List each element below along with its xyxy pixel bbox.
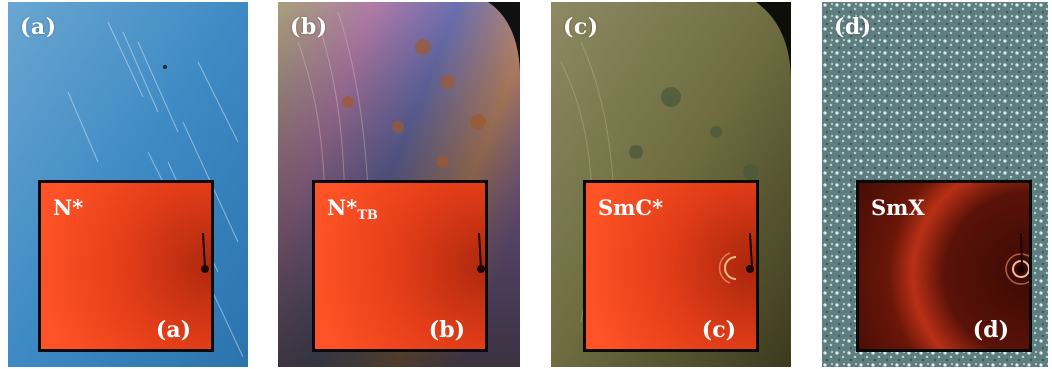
inset-label-b: (b): [428, 317, 465, 343]
phase-label-d: SmX: [871, 195, 925, 220]
inset-label-d: (d): [972, 317, 1009, 343]
xray-inset-d: SmX (d): [856, 180, 1032, 352]
diffraction-pattern-c: [586, 183, 756, 349]
panel-label-b: (b): [290, 14, 328, 40]
phase-label-c: SmC*: [598, 195, 664, 220]
panel-label-c: (c): [563, 14, 599, 40]
phase-label-b: N*TB: [327, 195, 378, 223]
inset-label-a: (a): [155, 317, 191, 343]
panel-c: (c) SmC* (c): [551, 2, 791, 367]
panel-d: (d) SmX (d): [822, 2, 1048, 367]
diffraction-pattern-d: [859, 183, 1029, 349]
panel-a: (a) N* (a): [8, 2, 248, 367]
xray-inset-b: N*TB (b): [312, 180, 488, 352]
panel-label-d: (d): [834, 14, 872, 40]
phase-label-a: N*: [53, 195, 84, 220]
panel-label-a: (a): [20, 14, 57, 40]
diffraction-pattern-a: [41, 183, 211, 349]
xray-inset-c: SmC* (c): [583, 180, 759, 352]
panel-b: (b) N*TB (b): [278, 2, 520, 367]
xray-inset-a: N* (a): [38, 180, 214, 352]
inset-label-c: (c): [701, 317, 736, 343]
diffraction-pattern-b: [315, 183, 485, 349]
